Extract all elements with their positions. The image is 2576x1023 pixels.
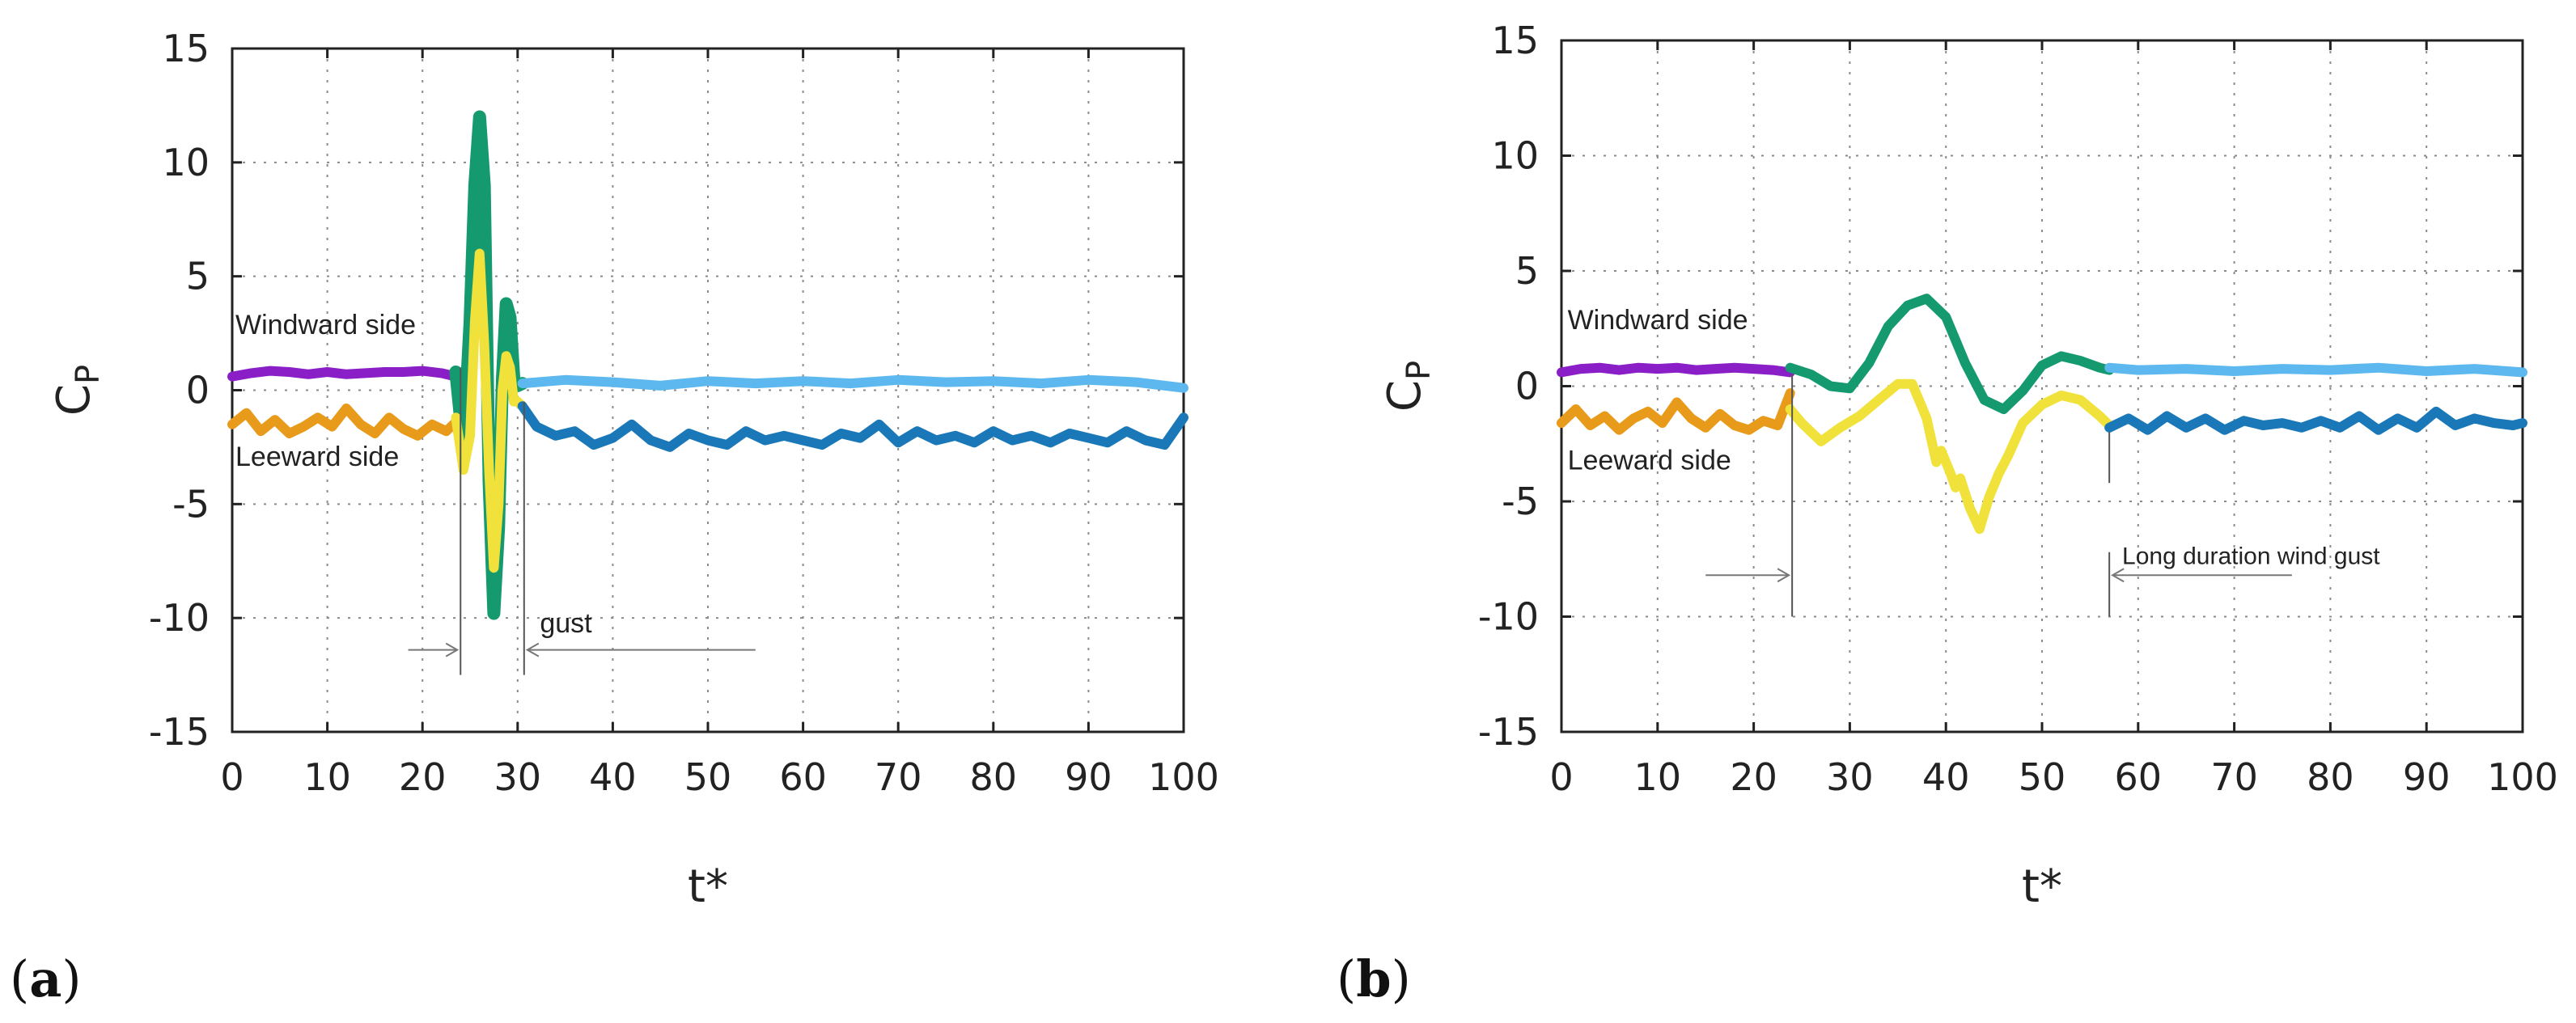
y-axis-label: CP — [48, 365, 107, 416]
windward-label: Windward side — [1568, 305, 1748, 336]
panel-label-close: ) — [61, 949, 81, 1008]
x-tick-label: 100 — [2487, 755, 2558, 799]
arrow-head — [525, 642, 540, 657]
y-axis-label-main: C — [1379, 380, 1431, 412]
series-windward-before — [227, 366, 461, 382]
x-axis-label: t* — [688, 860, 728, 913]
x-tick-label: 50 — [684, 755, 732, 799]
y-tick-label: 5 — [186, 255, 210, 298]
x-tick-label: 20 — [399, 755, 447, 799]
series-leeward-after — [2104, 406, 2527, 435]
x-tick-label: 90 — [2403, 755, 2451, 799]
x-tick-label: 0 — [1549, 755, 1573, 799]
y-tick-label: 10 — [1491, 134, 1539, 178]
x-tick-label: 10 — [1634, 755, 1682, 799]
panel-label-open: ( — [10, 949, 29, 1008]
y-axis-label-main: C — [48, 384, 100, 416]
plot-frame — [1560, 39, 2524, 733]
x-axis: 0 10 20 30 40 50 60 70 80 90 100 — [1549, 40, 2558, 799]
series-group — [227, 110, 1188, 620]
y-tick-label: 10 — [162, 141, 210, 184]
panel-label-letter: b — [1356, 949, 1391, 1008]
series-leeward-after — [517, 401, 1188, 452]
series-windward-gust — [1785, 294, 2115, 414]
gust-label: Long duration wind gust — [2122, 543, 2380, 570]
chart-panel-a: 0 10 20 30 40 50 60 70 80 90 100 -15 -10 -5 0 5 10 15 t* CP… — [10, 27, 1219, 1008]
arrow-head — [2111, 568, 2125, 583]
series-windward-gust — [449, 110, 529, 620]
x-tick-label: 60 — [2115, 755, 2163, 799]
x-tick-label: 70 — [2210, 755, 2258, 799]
y-tick-label: -5 — [172, 482, 210, 526]
y-tick-label: -15 — [149, 710, 210, 754]
series-windward-after — [2104, 362, 2527, 378]
leeward-label: Leeward side — [1568, 446, 1731, 476]
gust-label: gust — [540, 608, 592, 639]
grid — [1561, 40, 2523, 732]
x-tick-label: 80 — [2307, 755, 2354, 799]
y-axis-label-sub: P — [70, 365, 107, 384]
annotations: Windward side Leeward side Long duration w… — [1568, 305, 2381, 570]
gust-markers — [408, 367, 756, 675]
y-tick-label: 0 — [186, 369, 210, 412]
y-axis-label-sub: P — [1400, 361, 1438, 380]
series-windward-after — [517, 374, 1188, 393]
x-tick-label: 0 — [220, 755, 244, 799]
panel-label-letter: a — [29, 949, 61, 1008]
series-leeward-before — [227, 404, 461, 441]
arrow-head — [445, 642, 460, 657]
y-tick-label: -15 — [1478, 710, 1539, 754]
x-tick-label: 90 — [1065, 755, 1112, 799]
y-tick-label: 0 — [1515, 365, 1539, 408]
series-leeward-gust — [451, 248, 527, 573]
y-tick-label: -5 — [1502, 480, 1539, 523]
x-tick-label: 100 — [1148, 755, 1219, 799]
series-leeward-before — [1557, 388, 1795, 435]
y-axis-label: CP — [1379, 361, 1438, 412]
series-windward-before — [1557, 362, 1795, 378]
x-tick-label: 40 — [589, 755, 637, 799]
y-axis: -15 -10 -5 0 5 10 15 — [1478, 19, 2523, 754]
y-tick-label: 15 — [1491, 19, 1539, 62]
x-tick-label: 70 — [875, 755, 922, 799]
x-tick-label: 30 — [1826, 755, 1874, 799]
panel-label: (b) — [1337, 949, 1411, 1008]
chart-panel-b: 0 10 20 30 40 50 60 70 80 90 100 -15 -10 -5 0 5 10 15 t* CP… — [1337, 19, 2558, 1008]
x-axis-label: t* — [2022, 860, 2062, 913]
series-group — [1557, 294, 2527, 535]
series-leeward-gust — [1785, 378, 2115, 535]
y-tick-label: 5 — [1515, 249, 1539, 293]
x-tick-label: 40 — [1922, 755, 1970, 799]
y-tick-label: -10 — [149, 596, 210, 640]
grid — [232, 49, 1184, 732]
x-tick-label: 20 — [1730, 755, 1777, 799]
windward-label: Windward side — [235, 310, 416, 340]
panel-label-open: ( — [1337, 949, 1356, 1008]
panel-label: (a) — [10, 949, 82, 1008]
x-tick-label: 30 — [494, 755, 542, 799]
x-tick-label: 80 — [970, 755, 1018, 799]
arrow-head — [1777, 568, 1791, 583]
x-tick-label: 10 — [303, 755, 351, 799]
annotations: Windward side Leeward side gust — [235, 310, 592, 639]
gust-markers — [1705, 374, 2292, 617]
leeward-label: Leeward side — [235, 442, 399, 472]
x-axis: 0 10 20 30 40 50 60 70 80 90 100 — [220, 49, 1219, 799]
panel-label-close: ) — [1392, 949, 1411, 1008]
y-tick-label: -10 — [1478, 595, 1539, 639]
y-tick-label: 15 — [162, 27, 210, 70]
x-tick-label: 60 — [779, 755, 827, 799]
x-tick-label: 50 — [2019, 755, 2066, 799]
y-axis: -15 -10 -5 0 5 10 15 — [149, 27, 1184, 754]
